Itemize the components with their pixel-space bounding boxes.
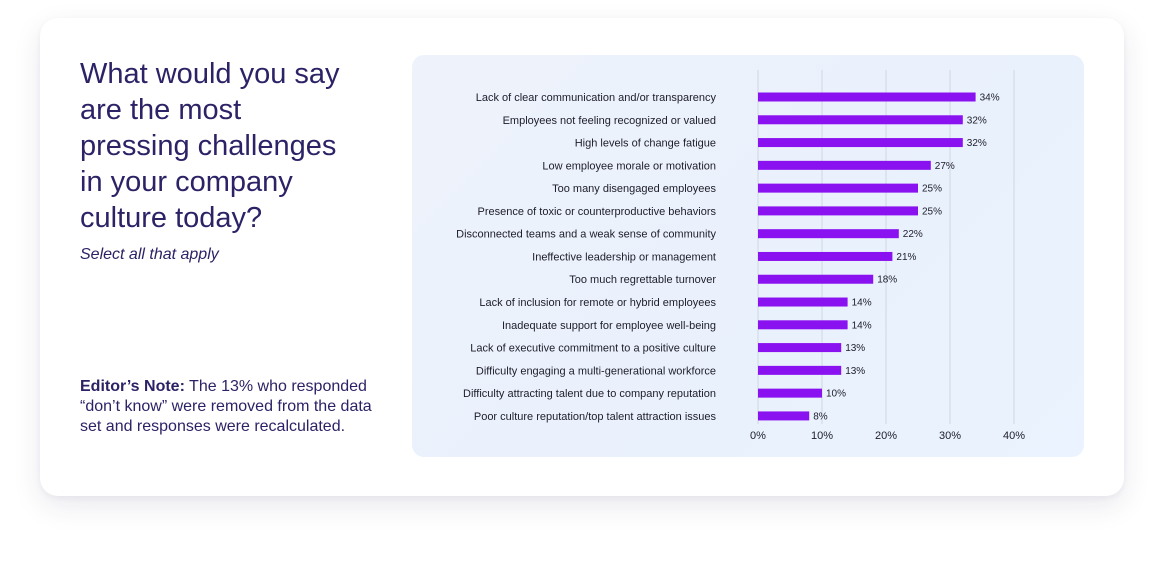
- category-label: Ineffective leadership or management: [532, 251, 716, 263]
- bar: [758, 92, 976, 102]
- value-label: 25%: [922, 206, 942, 217]
- x-tick-label: 10%: [811, 430, 833, 442]
- value-label: 14%: [852, 320, 872, 331]
- category-label: Too many disengaged employees: [552, 183, 716, 195]
- bar: [758, 115, 963, 125]
- bar: [758, 297, 848, 307]
- value-label: 25%: [922, 184, 942, 195]
- bar: [758, 320, 848, 330]
- value-label: 27%: [935, 161, 955, 172]
- x-tick-label: 0%: [750, 430, 766, 442]
- question-title: What would you say are the most pressing…: [80, 58, 340, 234]
- bar: [758, 138, 963, 148]
- editors-note-label: Editor’s Note:: [80, 378, 185, 395]
- x-tick-label: 20%: [875, 430, 897, 442]
- value-label: 34%: [980, 93, 1000, 104]
- bar: [758, 160, 931, 170]
- bar: [758, 365, 842, 375]
- value-label: 32%: [967, 115, 987, 126]
- subtitle: Select all that apply: [80, 246, 219, 263]
- bar: [758, 274, 874, 284]
- bar: [758, 183, 918, 193]
- value-label: 8%: [813, 411, 828, 422]
- bar: [758, 251, 893, 261]
- bar: [758, 229, 899, 239]
- value-label: 14%: [852, 298, 872, 309]
- value-label: 22%: [903, 229, 923, 240]
- category-label: Inadequate support for employee well-bei…: [502, 320, 716, 332]
- value-label: 18%: [877, 275, 897, 286]
- category-label: High levels of change fatigue: [575, 138, 716, 150]
- value-label: 13%: [845, 343, 865, 354]
- value-label: 10%: [826, 389, 846, 400]
- category-label: Employees not feeling recognized or valu…: [503, 115, 716, 127]
- category-label: Too much regrettable turnover: [569, 274, 716, 286]
- category-label: Lack of executive commitment to a positi…: [470, 343, 716, 355]
- category-label: Presence of toxic or counterproductive b…: [478, 206, 717, 218]
- bar: [758, 411, 810, 421]
- category-label: Disconnected teams and a weak sense of c…: [456, 229, 716, 241]
- editors-note-text: The 13% who responded “don’t know” were …: [80, 378, 372, 435]
- category-label: Difficulty attracting talent due to comp…: [463, 388, 716, 400]
- category-label: Poor culture reputation/top talent attra…: [474, 411, 717, 423]
- x-tick-label: 40%: [1003, 430, 1025, 442]
- value-label: 13%: [845, 366, 865, 377]
- bar: [758, 343, 842, 353]
- chart-panel: [412, 55, 1084, 457]
- category-label: Low employee morale or motivation: [542, 160, 716, 172]
- category-label: Difficulty engaging a multi-generational…: [476, 365, 716, 377]
- bar: [758, 206, 918, 216]
- value-label: 32%: [967, 138, 987, 149]
- editors-note: Editor’s Note: The 13% who responded “do…: [80, 377, 380, 437]
- value-label: 21%: [896, 252, 916, 263]
- bar: [758, 388, 822, 398]
- category-label: Lack of inclusion for remote or hybrid e…: [479, 297, 716, 309]
- x-tick-label: 30%: [939, 430, 961, 442]
- category-label: Lack of clear communication and/or trans…: [476, 92, 717, 104]
